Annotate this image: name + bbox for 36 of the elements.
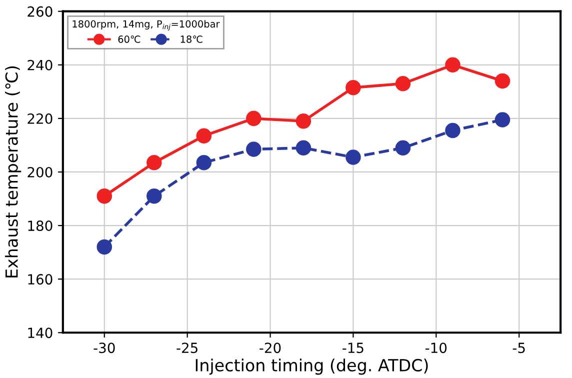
- point: [346, 80, 361, 96]
- y-tick-label: 220: [28, 113, 52, 124]
- point: [196, 128, 212, 144]
- point: [395, 76, 411, 92]
- point: [296, 113, 312, 129]
- point: [445, 122, 460, 138]
- point: [96, 188, 112, 204]
- point: [445, 57, 460, 73]
- point: [146, 154, 162, 170]
- point: [346, 150, 361, 165]
- x-tick-label: -25: [176, 342, 198, 354]
- y-tick-label: 200: [28, 166, 52, 178]
- point: [395, 140, 411, 156]
- x-tick-label: -20: [260, 342, 281, 354]
- x-tick-label: -30: [94, 342, 115, 354]
- y-tick-label: 260: [28, 6, 52, 17]
- point: [494, 73, 510, 89]
- x-tick-label: -5: [512, 342, 525, 354]
- y-tick-label: 140: [28, 328, 52, 338]
- point: [246, 110, 262, 126]
- point: [96, 239, 112, 255]
- legend-title: 1800rpm, 14mg, P$_{inj}$=1000bar: [72, 20, 220, 30]
- point: [494, 112, 510, 128]
- point: [146, 188, 162, 204]
- y-axis-title: Exhaust temperature (℃): [5, 66, 22, 278]
- point: [246, 142, 262, 157]
- y-tick-label: 240: [28, 60, 52, 70]
- x-tick-label: -10: [425, 342, 447, 354]
- y-tick-label: 180: [28, 220, 52, 232]
- x-axis-title: Injection timing (deg. ATDC): [196, 358, 428, 375]
- y-tick-label: 160: [28, 274, 52, 285]
- legend-label: 60℃: [118, 36, 140, 43]
- x-tick-label: -15: [342, 342, 364, 354]
- point: [196, 154, 212, 170]
- legend-label: 18℃: [180, 36, 202, 43]
- point: [296, 140, 312, 156]
